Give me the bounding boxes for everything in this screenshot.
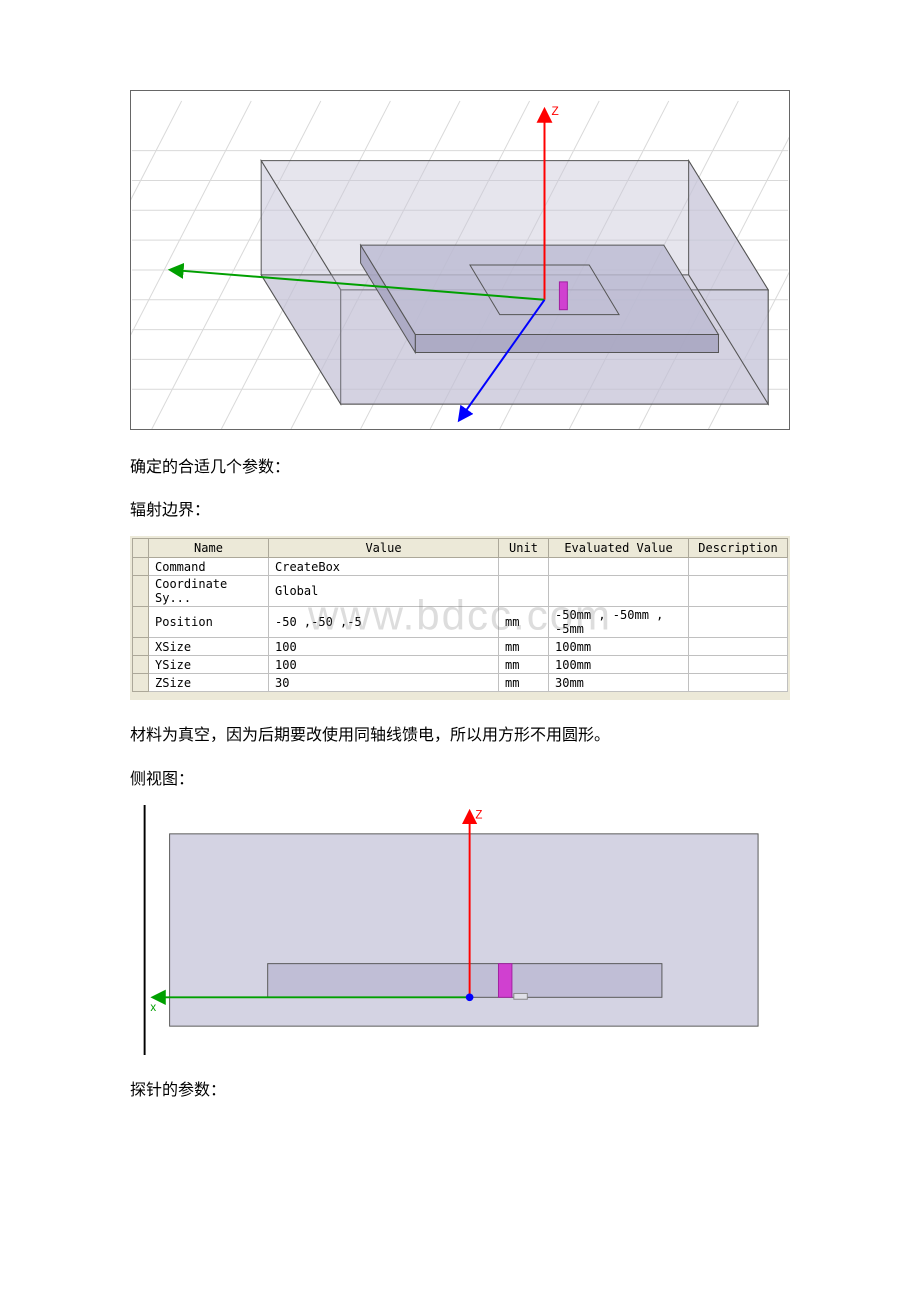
cell-evaluated: 100mm — [549, 656, 689, 674]
cell-name[interactable]: Position — [149, 607, 269, 638]
cell-unit[interactable]: mm — [499, 656, 549, 674]
cell-description[interactable] — [689, 638, 788, 656]
cell-unit[interactable]: mm — [499, 607, 549, 638]
cell-evaluated: 100mm — [549, 638, 689, 656]
cell-description[interactable] — [689, 656, 788, 674]
cell-name[interactable]: YSize — [149, 656, 269, 674]
cell-name[interactable]: Command — [149, 558, 269, 576]
col-header-evaluated: Evaluated Value — [549, 539, 689, 558]
side-view-label: 侧视图： — [130, 762, 790, 797]
parameter-table: Name Value Unit Evaluated Value Descript… — [132, 538, 788, 692]
z-axis-label: Z — [551, 104, 558, 118]
document-page: Z 确定的合适几个参数： 辐射边界： Name Value Unit Evalu… — [0, 0, 920, 1176]
cell-value[interactable]: CreateBox — [269, 558, 499, 576]
radiation-boundary-label: 辐射边界： — [130, 493, 790, 528]
table-row[interactable]: XSize100mm100mm — [133, 638, 788, 656]
cell-description[interactable] — [689, 576, 788, 607]
probe-pin — [559, 282, 567, 310]
figure-side-view: Z x — [130, 805, 790, 1055]
cell-evaluated: 30mm — [549, 674, 689, 692]
cell-name[interactable]: ZSize — [149, 674, 269, 692]
table-corner — [133, 539, 149, 558]
row-handle — [133, 638, 149, 656]
row-handle — [133, 607, 149, 638]
cell-evaluated — [549, 576, 689, 607]
cell-unit[interactable]: mm — [499, 638, 549, 656]
cell-description[interactable] — [689, 558, 788, 576]
row-handle — [133, 674, 149, 692]
cell-value[interactable]: 100 — [269, 638, 499, 656]
cell-description[interactable] — [689, 607, 788, 638]
cell-unit[interactable] — [499, 558, 549, 576]
table-row[interactable]: Coordinate Sy...Global — [133, 576, 788, 607]
row-handle — [133, 576, 149, 607]
cell-value[interactable]: -50 ,-50 ,-5 — [269, 607, 499, 638]
col-header-name: Name — [149, 539, 269, 558]
cell-unit[interactable] — [499, 576, 549, 607]
table-row[interactable]: ZSize30mm30mm — [133, 674, 788, 692]
z-axis-side-label: Z — [475, 809, 482, 821]
probe-params-label: 探针的参数： — [130, 1073, 790, 1108]
col-header-description: Description — [689, 539, 788, 558]
cell-unit[interactable]: mm — [499, 674, 549, 692]
cell-name[interactable]: XSize — [149, 638, 269, 656]
figure-3d-model: Z — [130, 90, 790, 430]
material-note-text: 材料为真空，因为后期要改使用同轴线馈电，所以用方形不用圆形。 — [130, 718, 790, 753]
cell-name[interactable]: Coordinate Sy... — [149, 576, 269, 607]
table-row[interactable]: YSize100mm100mm — [133, 656, 788, 674]
cell-evaluated: -50mm , -50mm , -5mm — [549, 607, 689, 638]
origin-marker — [466, 993, 474, 1001]
cell-value[interactable]: 100 — [269, 656, 499, 674]
row-handle — [133, 656, 149, 674]
row-handle — [133, 558, 149, 576]
cell-description[interactable] — [689, 674, 788, 692]
table-row[interactable]: CommandCreateBox — [133, 558, 788, 576]
cell-value[interactable]: 30 — [269, 674, 499, 692]
cell-evaluated — [549, 558, 689, 576]
col-header-unit: Unit — [499, 539, 549, 558]
params-intro-text: 确定的合适几个参数： — [130, 450, 790, 485]
probe-base — [514, 993, 527, 999]
x-axis-side-label: x — [150, 1002, 156, 1014]
cell-value[interactable]: Global — [269, 576, 499, 607]
col-header-value: Value — [269, 539, 499, 558]
probe-side — [498, 963, 511, 997]
substrate-side — [268, 963, 662, 997]
parameter-table-container: Name Value Unit Evaluated Value Descript… — [130, 536, 790, 700]
table-row[interactable]: Position-50 ,-50 ,-5mm-50mm , -50mm , -5… — [133, 607, 788, 638]
